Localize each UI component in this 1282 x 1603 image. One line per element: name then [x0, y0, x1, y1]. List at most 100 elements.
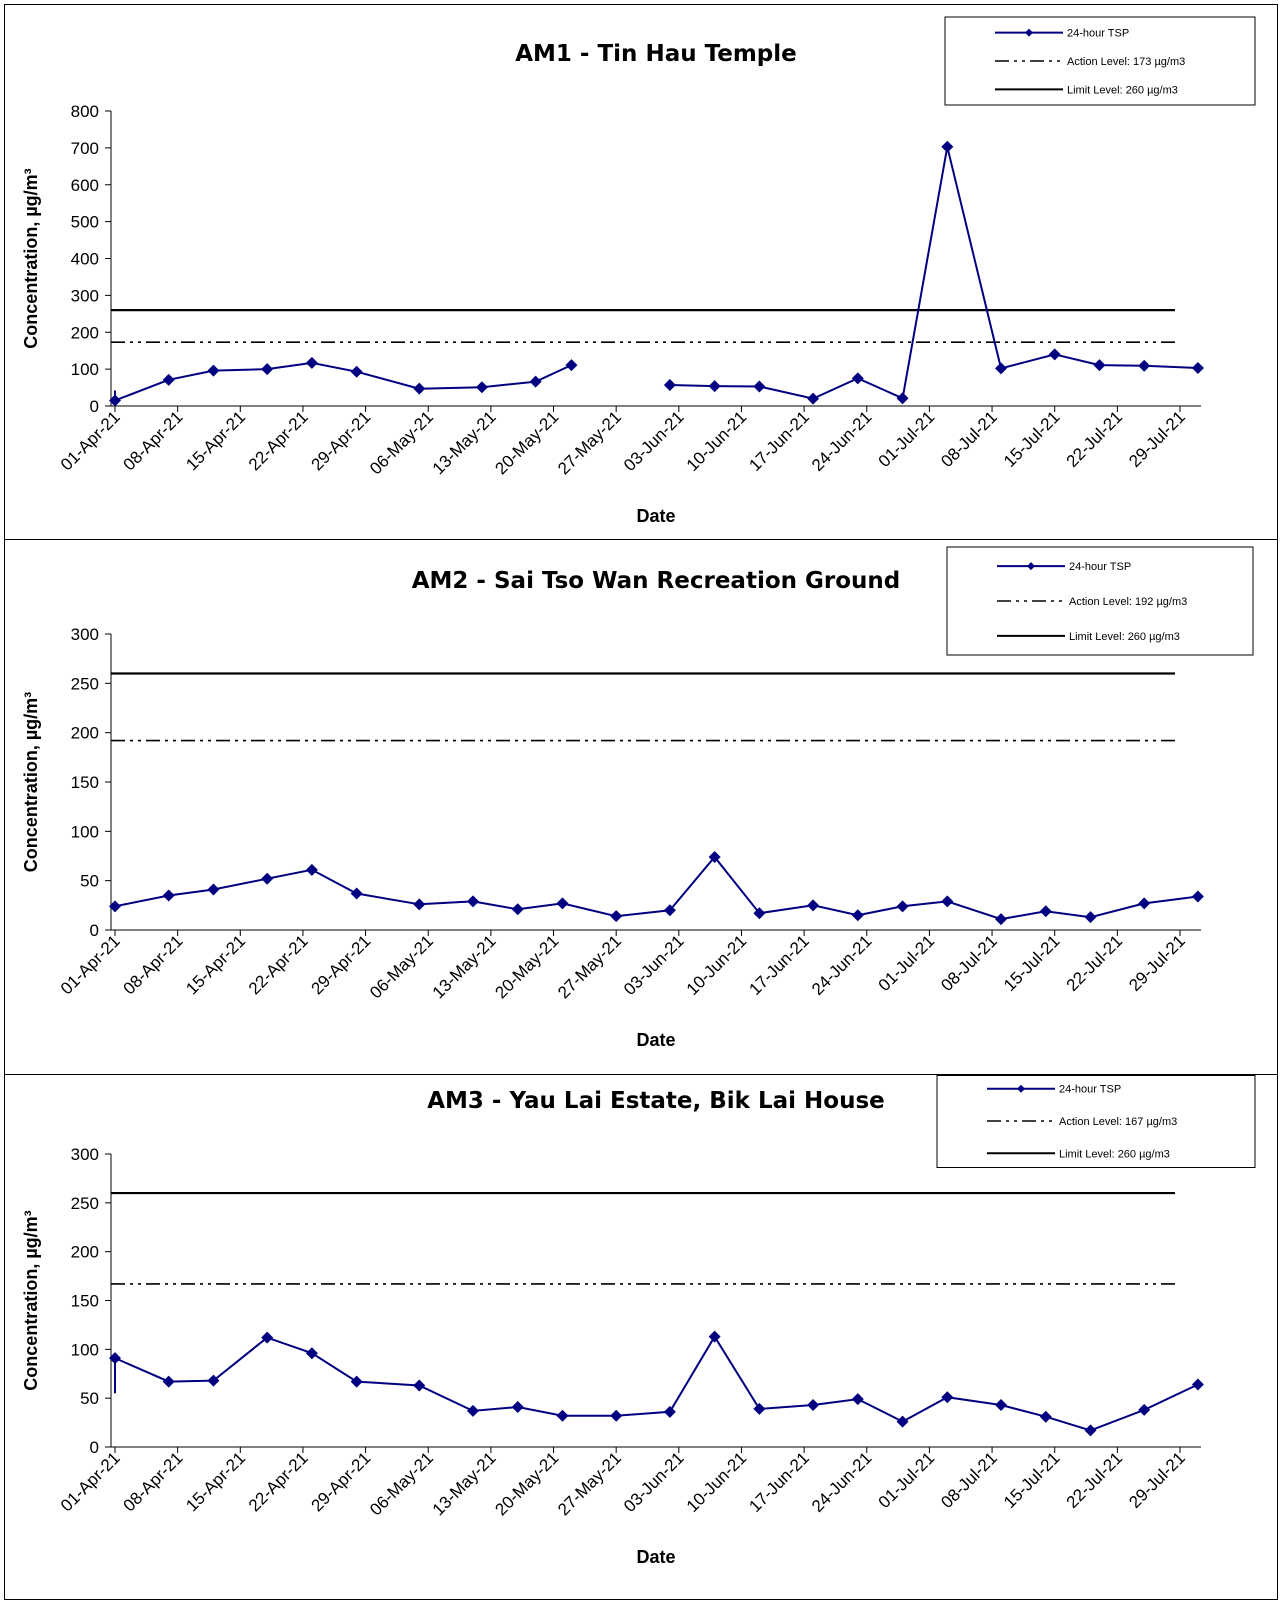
x-tick-label: 08-Jul-21	[937, 407, 1001, 471]
data-point	[1039, 1410, 1052, 1423]
data-point	[663, 1405, 676, 1418]
y-tick-label: 50	[80, 1389, 99, 1408]
x-tick-label: 29-Apr-21	[308, 1448, 375, 1515]
x-tick-label: 01-Apr-21	[57, 1448, 124, 1515]
y-tick-label: 150	[71, 1292, 99, 1311]
y-tick-label: 100	[71, 822, 99, 841]
x-tick-label: 29-Apr-21	[308, 931, 375, 998]
data-point	[1039, 905, 1052, 918]
data-point	[207, 883, 220, 896]
chart-am1-svg: AM1 - Tin Hau Temple 0 100 200 300 400 500 600 7…	[21, 16, 1256, 526]
x-tick-label: 22-Apr-21	[245, 407, 312, 474]
legend-entry-label: 24-hour TSP	[1067, 28, 1129, 40]
data-point	[109, 1352, 121, 1365]
x-tick-label: 20-May-21	[491, 407, 562, 478]
data-point	[1138, 359, 1151, 372]
data-point	[305, 863, 318, 876]
data-point	[556, 897, 569, 910]
legend-entry-label: Action Level: 167 µg/m3	[1059, 1116, 1177, 1128]
y-tick-label: 250	[71, 1194, 99, 1213]
data-point	[753, 1402, 766, 1415]
chart-title: AM2 - Sai Tso Wan Recreation Ground	[412, 568, 901, 594]
data-point	[807, 392, 820, 405]
chart-title: AM1 - Tin Hau Temple	[515, 41, 797, 67]
data-point	[708, 850, 721, 863]
data-point	[565, 359, 578, 372]
series-line	[114, 855, 1199, 921]
x-tick-label: 24-Jun-21	[808, 1448, 876, 1516]
y-tick-label: 600	[71, 176, 99, 195]
data-point	[1191, 890, 1204, 903]
x-tick-label: 01-Jul-21	[875, 931, 939, 995]
y-tick-label: 200	[71, 323, 99, 342]
data-point	[896, 900, 909, 913]
data-point	[1084, 1424, 1097, 1437]
data-point	[663, 904, 676, 917]
data-point	[466, 895, 479, 908]
x-tick-label: 03-Jun-21	[620, 1448, 688, 1516]
chart-am2-svg: AM2 - Sai Tso Wan Recreation Ground 0 50 10…	[21, 546, 1254, 1050]
x-tick-label: 27-May-21	[554, 1448, 625, 1519]
data-point	[109, 900, 121, 913]
x-tick-label: 06-May-21	[366, 931, 437, 1002]
x-tick-label: 06-May-21	[366, 1448, 437, 1519]
data-point	[529, 375, 542, 388]
data-point	[1048, 348, 1061, 361]
x-tick-label: 15-Jul-21	[1000, 1448, 1064, 1512]
x-tick-label: 08-Apr-21	[120, 931, 187, 998]
y-tick-label: 300	[71, 1145, 99, 1164]
data-point	[413, 1379, 426, 1392]
y-axis-label: Concentration, µg/m³	[21, 168, 41, 348]
data-point	[162, 1375, 175, 1388]
x-tick-label: 13-May-21	[429, 931, 500, 1002]
data-point	[466, 1404, 479, 1417]
y-tick-label: 700	[71, 139, 99, 158]
x-tick-label: 27-May-21	[554, 931, 625, 1002]
y-tick-label: 200	[71, 1243, 99, 1262]
legend-entry-label: Limit Level: 260 µg/m3	[1059, 1148, 1170, 1160]
data-point	[511, 903, 524, 916]
x-tick-label: 20-May-21	[491, 1448, 562, 1519]
chart-title: AM3 - Yau Lai Estate, Bik Lai House	[427, 1088, 885, 1114]
y-tick-label: 50	[80, 872, 99, 891]
y-tick-label: 0	[90, 921, 99, 940]
data-point	[708, 380, 721, 393]
x-tick-label: 17-Jun-21	[745, 1448, 813, 1516]
data-point	[610, 910, 623, 923]
y-tick-label: 100	[71, 1340, 99, 1359]
y-tick-label: 200	[71, 724, 99, 743]
data-point	[350, 887, 363, 900]
series-line	[114, 1334, 1199, 1432]
x-tick-label: 08-Apr-21	[120, 407, 187, 474]
x-tick-label: 06-May-21	[366, 407, 437, 478]
chart-am3-svg: AM3 - Yau Lai Estate, Bik Lai House 0 50 10…	[21, 1075, 1256, 1567]
data-point	[663, 378, 676, 391]
series-line	[669, 146, 1198, 400]
x-tick-label: 17-Jun-21	[745, 931, 813, 999]
data-point	[1138, 1403, 1151, 1416]
y-tick-label: 100	[71, 360, 99, 379]
series-line	[114, 361, 572, 402]
data-point	[511, 1400, 524, 1413]
x-axis-label: Date	[636, 1547, 675, 1567]
x-tick-label: 22-Apr-21	[245, 931, 312, 998]
data-point	[109, 394, 121, 407]
data-point	[995, 1399, 1008, 1412]
data-point	[941, 895, 954, 908]
data-point	[556, 1409, 569, 1422]
y-tick-label: 300	[71, 625, 99, 644]
legend-entry-label: Action Level: 192 µg/m3	[1069, 596, 1187, 608]
chart-panel-am3: AM3 - Yau Lai Estate, Bik Lai House 0 50 10…	[4, 1074, 1278, 1600]
y-tick-label: 800	[71, 102, 99, 121]
x-tick-label: 03-Jun-21	[620, 931, 688, 999]
data-point	[162, 373, 175, 386]
data-point	[413, 382, 426, 395]
y-tick-label: 150	[71, 773, 99, 792]
data-point	[1191, 362, 1204, 375]
x-tick-label: 15-Jul-21	[1000, 931, 1064, 995]
x-tick-label: 08-Jul-21	[937, 1448, 1001, 1512]
legend-marker	[1025, 28, 1033, 37]
data-point	[305, 1347, 318, 1360]
y-axis-label: Concentration, µg/m³	[21, 692, 41, 872]
x-tick-label: 03-Jun-21	[620, 407, 688, 475]
